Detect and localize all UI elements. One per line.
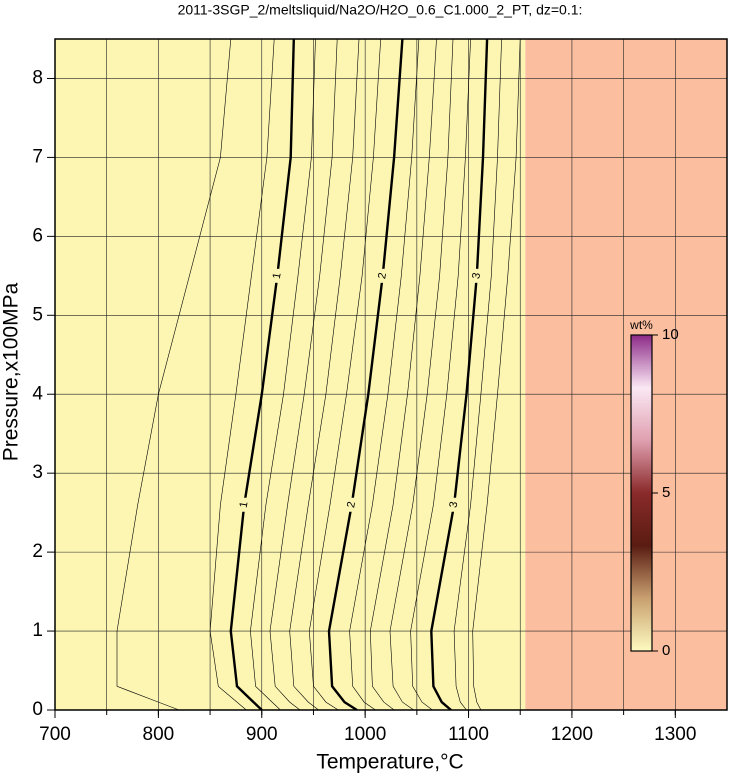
- contour-label-bg: [239, 497, 250, 512]
- contour-label: 2: [376, 272, 389, 280]
- plot-frame: [54, 38, 728, 711]
- contour-label: 1: [271, 272, 284, 280]
- contour-label: 3: [470, 272, 483, 280]
- x-tick-label: 800: [143, 724, 175, 745]
- colorbar: [630, 334, 653, 652]
- y-tick-label: 0: [32, 699, 43, 720]
- colorbar-tick-label: 0: [662, 642, 670, 659]
- x-tick-label: 1300: [654, 724, 696, 745]
- chart-title: 2011-3SGP_2/meltsliquid/Na2O/H2O_0.6_C1.…: [178, 2, 583, 18]
- y-tick-label: 4: [32, 383, 43, 404]
- contour: [250, 39, 316, 710]
- contour: [453, 39, 502, 710]
- contour: [389, 39, 454, 710]
- x-tick-label: 900: [246, 724, 278, 745]
- y-tick-label: 3: [32, 462, 43, 483]
- x-axis-label: Temperature,°C: [316, 751, 463, 774]
- contour: [472, 39, 521, 710]
- contour: [308, 39, 381, 710]
- contour-label: 1: [238, 501, 251, 509]
- contour-label-bg: [346, 497, 357, 512]
- contour: [349, 39, 420, 710]
- x-tick-label: 700: [39, 724, 71, 745]
- contour-label-bg: [449, 497, 460, 512]
- y-tick-label: 2: [32, 541, 43, 562]
- contour: [269, 39, 338, 710]
- y-axis-label: Pressure,x100MPa: [0, 282, 23, 461]
- colorbar-tick-label: 10: [662, 326, 679, 343]
- contour-label-bg: [471, 268, 482, 283]
- y-tick-label: 1: [32, 620, 43, 641]
- y-tick-label: 5: [32, 304, 43, 325]
- y-tick-label: 7: [32, 146, 43, 167]
- contour: [369, 39, 437, 710]
- contour: [209, 39, 275, 710]
- colorbar-label: wt%: [629, 318, 653, 332]
- x-tick-label: 1200: [551, 724, 593, 745]
- fill-region: [525, 39, 727, 710]
- x-tick-label: 1100: [448, 724, 489, 745]
- contour: [410, 39, 471, 710]
- contour: [116, 39, 232, 710]
- x-tick-label: 1000: [344, 724, 386, 745]
- contour: [289, 39, 360, 710]
- y-tick-label: 8: [32, 67, 43, 88]
- contour-label-bg: [272, 268, 283, 283]
- contour-label: 2: [345, 501, 358, 509]
- y-tick-label: 6: [32, 225, 43, 246]
- contour-label-bg: [377, 268, 388, 283]
- contour-label: 3: [448, 501, 461, 509]
- contours: 1 1 2 2 3 3: [116, 39, 521, 710]
- colorbar-tick-label: 5: [662, 484, 670, 501]
